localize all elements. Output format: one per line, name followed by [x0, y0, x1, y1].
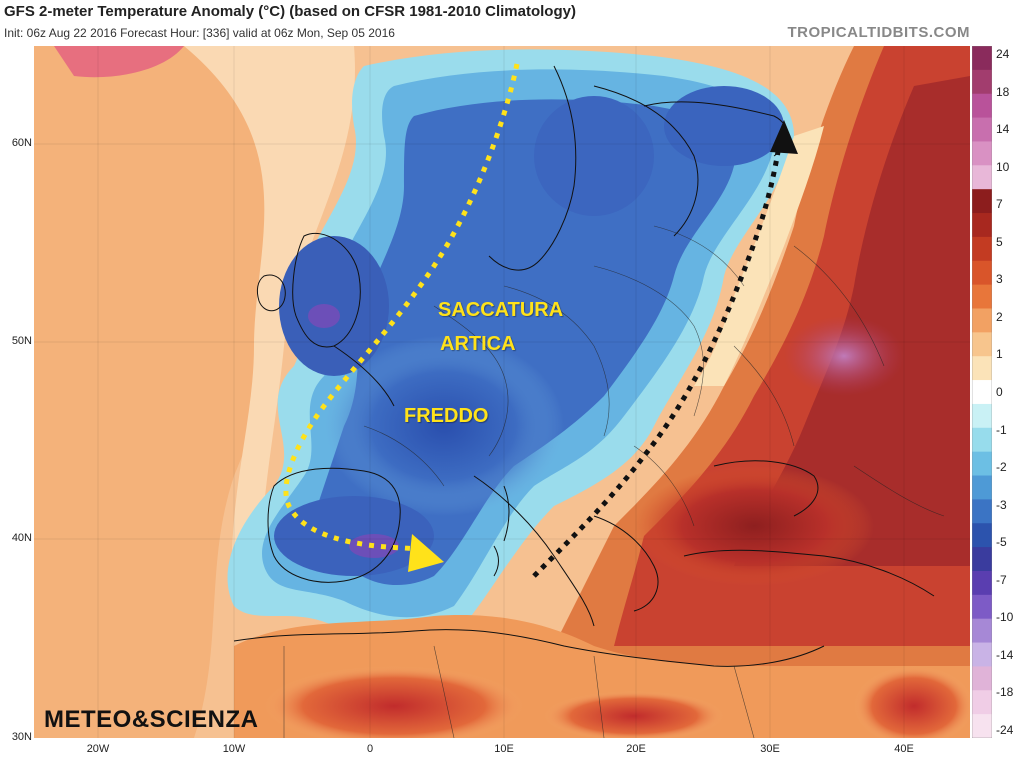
- colorbar-swatch: [972, 594, 992, 620]
- colorbar-swatch: [972, 260, 992, 286]
- warm-flow-arrow-path: [532, 145, 782, 578]
- colorbar-label: 14: [996, 122, 1010, 137]
- country-borders: [283, 225, 945, 738]
- colorbar-swatch: [972, 213, 992, 238]
- colorbar-swatch: [972, 356, 992, 381]
- warm-strip-russia-west: [694, 126, 824, 386]
- colorbar-swatch: [972, 690, 992, 715]
- colorbar-swatch: [972, 403, 992, 429]
- colorbar-swatch: [972, 46, 992, 71]
- colorbar-label: 3: [996, 272, 1003, 287]
- mideast-hot: [854, 666, 970, 738]
- annotation-saccatura: SACCATURA: [438, 299, 564, 321]
- colorbar-label: -10: [996, 610, 1014, 625]
- cold-core-britain: [279, 236, 389, 376]
- colorbar-swatch: [972, 117, 992, 142]
- colorbar-label: -18: [996, 685, 1014, 700]
- atlantic-light-band: [34, 46, 299, 738]
- cold-core-finland: [664, 86, 784, 166]
- coastlines: [233, 65, 935, 667]
- colorbar-swatch: [972, 547, 992, 572]
- lon-label-10e: 10E: [494, 743, 514, 755]
- colorbar-swatch: [972, 380, 992, 405]
- cold-purple-spot-britain: [308, 304, 340, 328]
- colorbar-label: 2: [996, 309, 1003, 324]
- colorbar-swatch: [972, 642, 992, 667]
- watermark-logo: METEO&SCIENZA: [44, 706, 259, 733]
- colorbar-label: 24: [996, 47, 1010, 61]
- annotation-freddo: FREDDO: [404, 405, 489, 427]
- cold-flow-arrow-path: [283, 63, 520, 552]
- colorbar-label: 1: [996, 347, 1003, 362]
- colorbar-swatch: [972, 714, 992, 738]
- lon-label-20w: 20W: [86, 743, 110, 755]
- colorbar-label: 10: [996, 159, 1010, 174]
- colorbar: [972, 46, 992, 738]
- colorbar-swatch: [972, 69, 992, 95]
- colorbar-swatch: [972, 332, 992, 357]
- colorbar-label: -14: [996, 647, 1014, 662]
- colorbar-label: -2: [996, 460, 1007, 475]
- colorbar-label: -7: [996, 572, 1007, 587]
- hot-purple-russia: [784, 316, 904, 396]
- colorbar-swatch: [972, 141, 992, 166]
- colorbar-swatch: [972, 93, 992, 119]
- cold-flow-arrow-head: [408, 534, 444, 572]
- annotation-artica: ARTICA: [440, 333, 516, 355]
- lon-label-10w: 10W: [222, 743, 246, 755]
- temperature-anomaly-map: [34, 46, 970, 738]
- colorbar-label: -24: [996, 723, 1014, 737]
- colorbar-swatch: [972, 189, 992, 214]
- north-africa-hot-east: [544, 691, 724, 738]
- colorbar-swatch: [972, 499, 992, 524]
- colorbar-label: 18: [996, 84, 1010, 99]
- colorbar-label: 0: [996, 385, 1003, 399]
- lon-label-0: 0: [366, 743, 374, 755]
- lat-label-40n: 40N: [11, 532, 32, 544]
- north-africa-hot-core: [264, 666, 524, 738]
- cold-core-iberia: [274, 496, 434, 576]
- atlantic-pale-strip: [184, 46, 355, 606]
- colorbar-swatch: [972, 523, 992, 548]
- warm-flow-arrow-head: [770, 120, 798, 154]
- lat-label-50n: 50N: [11, 335, 32, 347]
- hot-core-turkey: [634, 466, 874, 586]
- colorbar-swatch: [972, 308, 992, 333]
- colorbar-swatch: [972, 451, 992, 477]
- colorbar-swatch: [972, 618, 992, 644]
- lon-label-20e: 20E: [626, 743, 646, 755]
- lat-label-30n: 30N: [11, 731, 32, 743]
- cold-core-france: [324, 336, 564, 516]
- lon-label-40e: 40E: [894, 743, 914, 755]
- map-subtitle: Init: 06z Aug 22 2016 Forecast Hour: [33…: [4, 26, 395, 40]
- northwest-warm-spot: [54, 46, 184, 78]
- colorbar-swatch: [972, 165, 992, 190]
- brand-label: TROPICALTIDBITS.COM: [787, 24, 970, 41]
- colorbar-swatch: [972, 284, 992, 309]
- lat-label-60n: 60N: [11, 137, 32, 149]
- colorbar-swatch: [972, 475, 992, 500]
- colorbar-swatch: [972, 427, 992, 453]
- colorbar-swatch: [972, 570, 992, 596]
- colorbar-swatch: [972, 666, 992, 691]
- map-title: GFS 2-meter Temperature Anomaly (°C) (ba…: [4, 3, 576, 20]
- colorbar-label: 5: [996, 234, 1003, 249]
- graticule: [34, 46, 970, 738]
- colorbar-label: 7: [996, 197, 1003, 212]
- colorbar-swatch: [972, 236, 992, 262]
- colorbar-label: -3: [996, 497, 1007, 512]
- lon-label-30e: 30E: [760, 743, 780, 755]
- colorbar-label: -5: [996, 535, 1007, 550]
- colorbar-label: -1: [996, 422, 1007, 437]
- cold-core-scandinavia: [534, 96, 654, 216]
